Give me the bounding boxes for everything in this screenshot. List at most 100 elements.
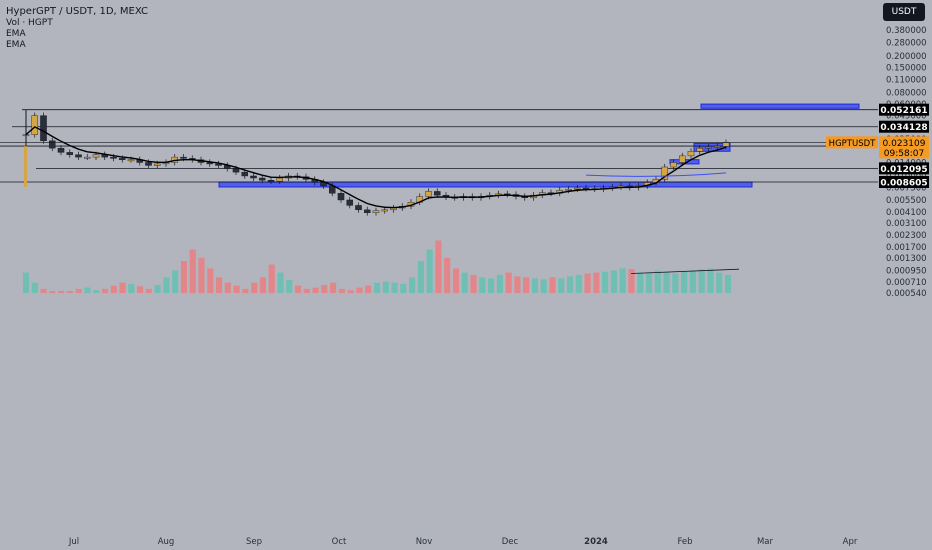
price-tick-label: 0.110000 [886, 76, 927, 86]
candle-body [705, 146, 712, 149]
volume-bar [58, 291, 65, 294]
volume-bar [584, 273, 591, 294]
volume-bar [207, 268, 214, 294]
candle-body [66, 152, 74, 155]
candle-body [258, 177, 266, 181]
volume-bar [610, 270, 617, 294]
volume-bar [461, 272, 468, 294]
volume-bar [479, 277, 486, 294]
level-label-box [879, 162, 929, 175]
volume-bar [347, 290, 354, 294]
volume-bar [259, 277, 266, 294]
candle-body [276, 177, 284, 182]
candle-body [433, 191, 441, 196]
volume-bar [154, 285, 161, 294]
volume-bar [488, 278, 495, 294]
price-tick-label: 0.002300 [886, 231, 927, 241]
volume-bar [698, 269, 705, 294]
volume-bar [330, 282, 337, 294]
candle-body [722, 142, 730, 147]
volume-bar [672, 273, 679, 294]
price-tick-label: 0.280000 [886, 38, 927, 48]
candle-body [381, 209, 389, 212]
time-tick-label: Feb [677, 537, 692, 547]
volume-bar [338, 288, 345, 294]
volume-bar [558, 278, 565, 294]
indicator-volume[interactable]: Vol · HGPT [6, 18, 53, 28]
volume-bar [312, 287, 319, 294]
volume-bar [470, 274, 477, 294]
volume-bar [382, 281, 389, 294]
time-tick-label: Oct [332, 537, 347, 547]
price-tick-label: 0.000950 [886, 266, 927, 276]
candle-body [678, 155, 686, 163]
volume-bar [110, 285, 117, 294]
candle-body [337, 193, 345, 201]
volume-bar [189, 249, 196, 294]
volume-bar [22, 272, 30, 294]
indicator-ema-2[interactable]: EMA [6, 40, 26, 50]
candle-body [180, 156, 187, 159]
volume-bar [242, 288, 249, 294]
current-price-box [879, 136, 929, 159]
price-tick-label: 0.080000 [886, 89, 927, 99]
volume-bar [75, 288, 82, 294]
volume-bar [435, 240, 442, 294]
candle-body [232, 168, 240, 173]
candle-body [215, 163, 222, 166]
supply-demand-zone [218, 181, 753, 188]
volume-bar [233, 285, 240, 294]
level-label-box [879, 120, 929, 133]
candle-body [145, 162, 152, 166]
price-tick-label: 0.003100 [886, 219, 927, 229]
volume-bar [654, 270, 661, 294]
currency-button[interactable]: USDT [883, 3, 925, 21]
volume-bar [277, 272, 284, 294]
volume-bar [391, 282, 398, 294]
volume-bar [645, 272, 653, 294]
volume-bar [356, 287, 363, 294]
volume-bar [128, 283, 135, 294]
volume-bar [180, 261, 188, 294]
volume-bar [549, 277, 556, 294]
price-tick-label: 0.000540 [886, 289, 927, 299]
volume-bar [689, 270, 696, 294]
price-tick-label: 0.005500 [886, 196, 927, 206]
symbol-label-box [826, 136, 878, 149]
level-label-box [879, 176, 929, 189]
indicator-ema-1[interactable]: EMA [6, 29, 26, 39]
volume-bar [66, 291, 73, 294]
volume-bar [137, 286, 144, 294]
countdown-label: 09:58:07 [884, 149, 924, 159]
volume-bar [215, 277, 223, 294]
price-tick-label: 0.001300 [886, 254, 927, 264]
candle-body [687, 151, 695, 157]
volume-bar [593, 272, 600, 294]
volume-bar [163, 277, 170, 294]
volume-bar [101, 288, 109, 294]
volume-bar [373, 282, 381, 294]
time-tick-label: Aug [158, 537, 175, 547]
volume-bar [619, 268, 626, 294]
price-trendline [585, 172, 727, 177]
price-tick-label: 0.380000 [886, 26, 927, 36]
candle-body [31, 115, 39, 135]
current-price-label: 0.023109 [883, 139, 926, 149]
price-tick-label: 0.007500 [886, 184, 927, 194]
volume-bar [409, 277, 416, 294]
level-label: 0.034128 [880, 123, 927, 133]
time-tick-label: Nov [416, 537, 433, 547]
candle-body [363, 209, 371, 213]
volume-bar [496, 274, 503, 294]
volume-bar [566, 276, 574, 294]
volume-bar [452, 268, 460, 294]
volume-bar [426, 249, 433, 294]
candle-body [372, 210, 380, 213]
volume-bar [224, 282, 231, 294]
price-tick-label: 0.045000 [886, 112, 927, 122]
candle-body [320, 182, 327, 187]
level-label-box [879, 103, 929, 116]
volume-bar [84, 287, 91, 294]
candle-body [110, 156, 117, 159]
